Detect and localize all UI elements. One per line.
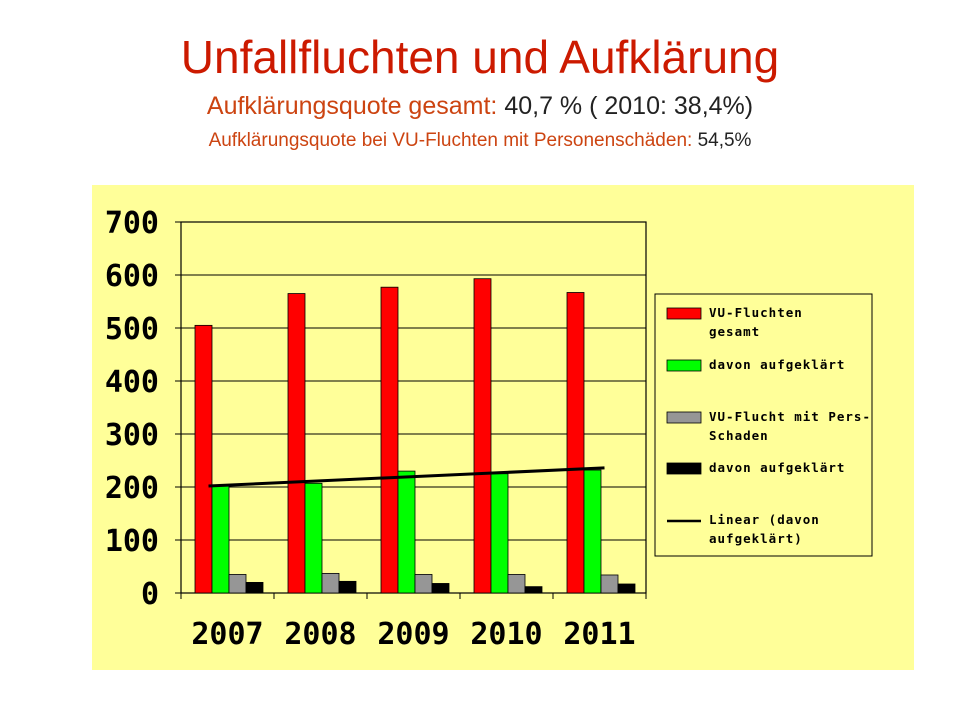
legend-label: aufgeklärt) — [709, 531, 803, 546]
bar-2011-series-2 — [600, 574, 619, 594]
x-category-label: 2007 — [191, 617, 263, 652]
legend-label: davon aufgeklärt — [709, 357, 845, 372]
legend-swatch-3 — [666, 462, 702, 475]
legend-label: davon aufgeklärt — [709, 460, 845, 475]
y-tick-label: 400 — [105, 365, 159, 400]
subtitle-total-rate: Aufklärungsquote gesamt: 40,7 % ( 2010: … — [0, 90, 960, 122]
legend-box — [654, 293, 873, 557]
y-tick-label: 300 — [105, 418, 159, 453]
subtitle-total-prefix: Aufklärungsquote gesamt: — [206, 92, 505, 120]
subtitle-personal-prefix: Aufklärungsquote bei VU-Fluchten mit Per… — [208, 130, 698, 151]
slide-title: Unfallfluchten und Aufklärung — [180, 31, 780, 83]
bar-2010-series-3 — [524, 586, 543, 594]
bar-2011-series-0 — [566, 292, 585, 594]
bar-2009-series-3 — [431, 583, 450, 594]
legend-swatch-0 — [666, 307, 702, 320]
subtitle-total-value: 40,7 % — [504, 92, 583, 120]
x-category-label: 2008 — [284, 617, 356, 652]
bar-2008-series-1 — [304, 482, 323, 594]
x-category-label: 2011 — [563, 617, 635, 652]
legend-label: Linear (davon — [709, 512, 820, 527]
y-tick-label: 200 — [105, 471, 159, 506]
legend-label: VU-Fluchten — [709, 305, 803, 320]
bar-2010-series-0 — [473, 278, 492, 594]
subtitle-personal-value: 54,5% — [697, 130, 752, 151]
bar-2011-series-1 — [583, 469, 602, 594]
bar-2008-series-3 — [338, 580, 357, 594]
bar-2010-series-2 — [507, 574, 526, 594]
bar-2007-series-3 — [245, 581, 264, 594]
bar-2007-series-1 — [211, 485, 230, 594]
trendline — [208, 466, 605, 488]
bar-2009-series-0 — [380, 286, 399, 594]
y-tick-label: 500 — [105, 312, 159, 347]
bar-2010-series-1 — [490, 473, 509, 594]
bar-chart: 0 100 200 300 400 500 600 700 2007 2008 2009 2010 20… — [105, 206, 873, 652]
bar-2007-series-2 — [228, 574, 247, 594]
legend-label: Schaden — [709, 428, 769, 443]
bar-2009-series-2 — [414, 574, 433, 594]
y-tick-label: 600 — [105, 259, 159, 294]
subtitle-personal-injury-rate: Aufklärungsquote bei VU-Fluchten mit Per… — [0, 128, 960, 154]
subtitle-total-suffix: ( 2010: 38,4%) — [582, 92, 754, 120]
x-category-label: 2010 — [470, 617, 542, 652]
legend-swatch-1 — [666, 359, 702, 372]
legend-label: VU-Flucht mit Pers- — [709, 409, 871, 424]
bar-2011-series-3 — [617, 583, 636, 594]
y-tick-label: 700 — [105, 206, 159, 241]
x-category-label: 2009 — [377, 617, 449, 652]
y-tick-label: 0 — [141, 577, 159, 612]
y-tick-label: 100 — [105, 524, 159, 559]
legend-swatch-2 — [666, 411, 702, 424]
legend-label: gesamt — [709, 324, 760, 339]
chart-panel: 0 100 200 300 400 500 600 700 2007 2008 2009 2010 20… — [92, 185, 914, 670]
bar-2008-series-0 — [287, 293, 306, 594]
bar-2009-series-1 — [397, 470, 416, 594]
bar-2008-series-2 — [321, 572, 340, 594]
bar-2007-series-0 — [194, 324, 213, 594]
